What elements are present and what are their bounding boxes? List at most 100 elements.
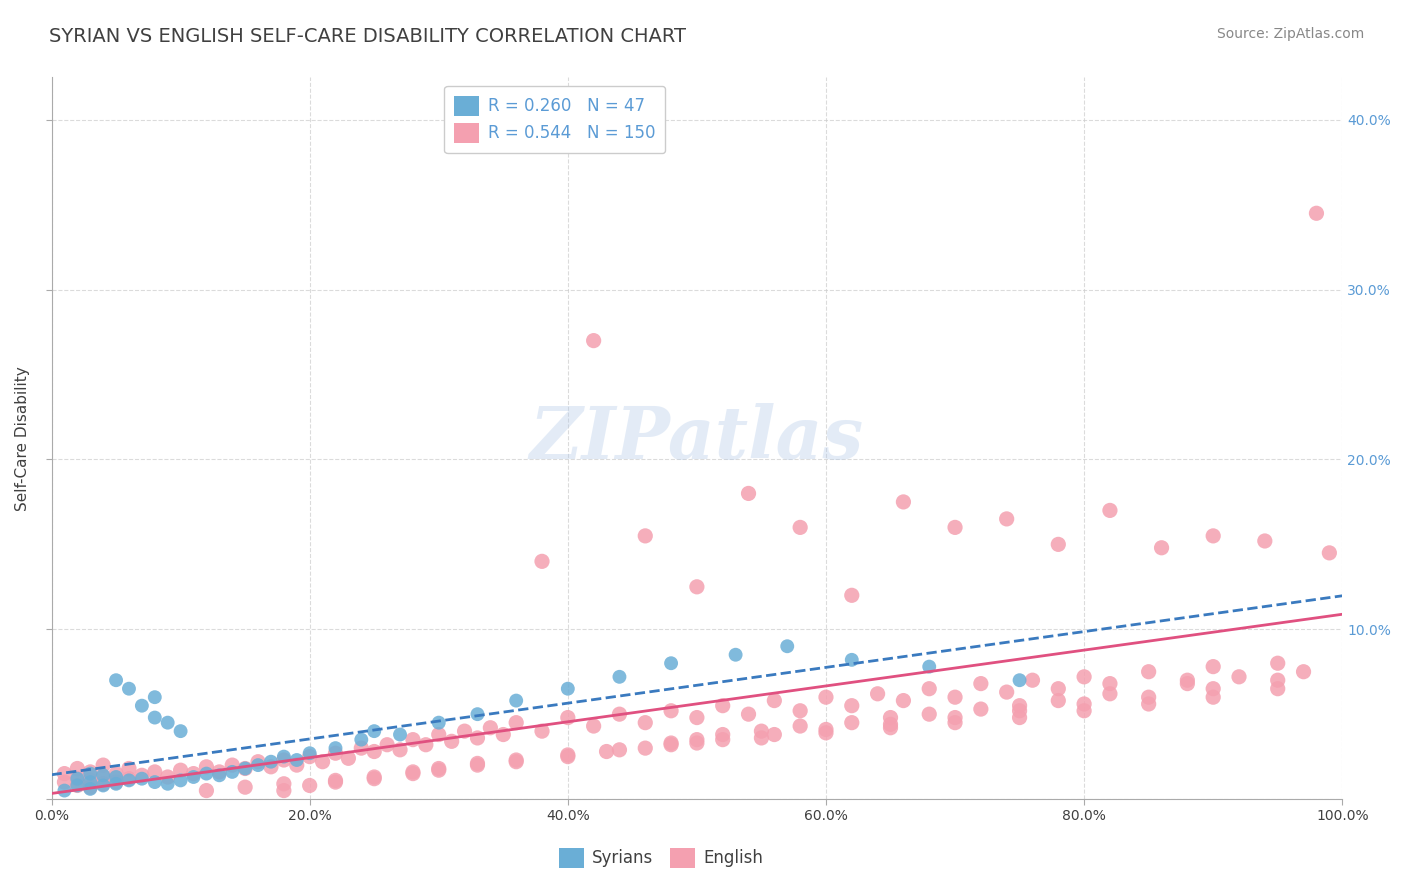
Point: [1073, 704, 1095, 718]
Point: [66, 779, 89, 793]
Point: [260, 760, 283, 774]
Point: [273, 783, 295, 797]
Point: [143, 710, 166, 724]
Point: [233, 762, 256, 776]
Point: [467, 731, 489, 745]
Point: [609, 707, 631, 722]
Point: [325, 746, 347, 760]
Point: [841, 698, 863, 713]
Point: [221, 764, 243, 779]
Point: [866, 687, 889, 701]
Point: [893, 693, 915, 707]
Point: [169, 724, 191, 739]
Point: [1150, 541, 1173, 555]
Point: [659, 657, 682, 671]
Point: [325, 775, 347, 789]
Legend: R = 0.260   N = 47, R = 0.544   N = 150: R = 0.260 N = 47, R = 0.544 N = 150: [444, 86, 665, 153]
Point: [943, 520, 966, 534]
Point: [285, 753, 308, 767]
Point: [879, 710, 901, 724]
Point: [156, 777, 179, 791]
Point: [183, 770, 205, 784]
Point: [505, 755, 527, 769]
Point: [66, 779, 89, 793]
Point: [1254, 533, 1277, 548]
Point: [943, 715, 966, 730]
Point: [91, 758, 114, 772]
Point: [1177, 673, 1199, 688]
Point: [789, 704, 811, 718]
Point: [143, 690, 166, 705]
Point: [131, 698, 153, 713]
Point: [1098, 676, 1121, 690]
Point: [143, 764, 166, 779]
Point: [659, 736, 682, 750]
Point: [1008, 698, 1031, 713]
Point: [1098, 687, 1121, 701]
Point: [131, 772, 153, 786]
Point: [557, 749, 579, 764]
Point: [943, 690, 966, 705]
Point: [298, 779, 321, 793]
Point: [79, 773, 101, 788]
Point: [814, 726, 837, 740]
Point: [1137, 665, 1160, 679]
Point: [427, 715, 450, 730]
Point: [841, 653, 863, 667]
Point: [1008, 710, 1031, 724]
Point: [195, 783, 218, 797]
Point: [1202, 659, 1225, 673]
Point: [879, 717, 901, 731]
Point: [1047, 693, 1070, 707]
Point: [995, 512, 1018, 526]
Point: [143, 775, 166, 789]
Point: [105, 770, 128, 784]
Point: [582, 334, 605, 348]
Point: [763, 693, 786, 707]
Point: [79, 780, 101, 794]
Point: [233, 762, 256, 776]
Point: [530, 724, 553, 739]
Point: [1137, 697, 1160, 711]
Point: [595, 745, 617, 759]
Point: [776, 639, 799, 653]
Point: [91, 777, 114, 791]
Point: [1073, 697, 1095, 711]
Point: [53, 775, 76, 789]
Point: [1267, 673, 1289, 688]
Point: [1292, 665, 1315, 679]
Point: [273, 753, 295, 767]
Point: [505, 715, 527, 730]
Point: [427, 762, 450, 776]
Point: [389, 727, 412, 741]
Point: [557, 710, 579, 724]
Point: [943, 710, 966, 724]
Point: [1047, 537, 1070, 551]
Point: [66, 772, 89, 786]
Point: [467, 756, 489, 771]
Point: [1008, 704, 1031, 718]
Point: [582, 719, 605, 733]
Point: [557, 681, 579, 696]
Point: [233, 780, 256, 794]
Point: [298, 746, 321, 760]
Point: [337, 751, 360, 765]
Text: Source: ZipAtlas.com: Source: ZipAtlas.com: [1216, 27, 1364, 41]
Point: [841, 715, 863, 730]
Point: [879, 721, 901, 735]
Point: [375, 738, 398, 752]
Point: [79, 764, 101, 779]
Point: [467, 707, 489, 722]
Point: [763, 727, 786, 741]
Point: [91, 779, 114, 793]
Point: [634, 715, 657, 730]
Point: [918, 681, 941, 696]
Point: [260, 755, 283, 769]
Point: [1202, 690, 1225, 705]
Point: [221, 758, 243, 772]
Point: [285, 758, 308, 772]
Point: [350, 741, 373, 756]
Point: [325, 741, 347, 756]
Point: [1267, 657, 1289, 671]
Point: [1098, 503, 1121, 517]
